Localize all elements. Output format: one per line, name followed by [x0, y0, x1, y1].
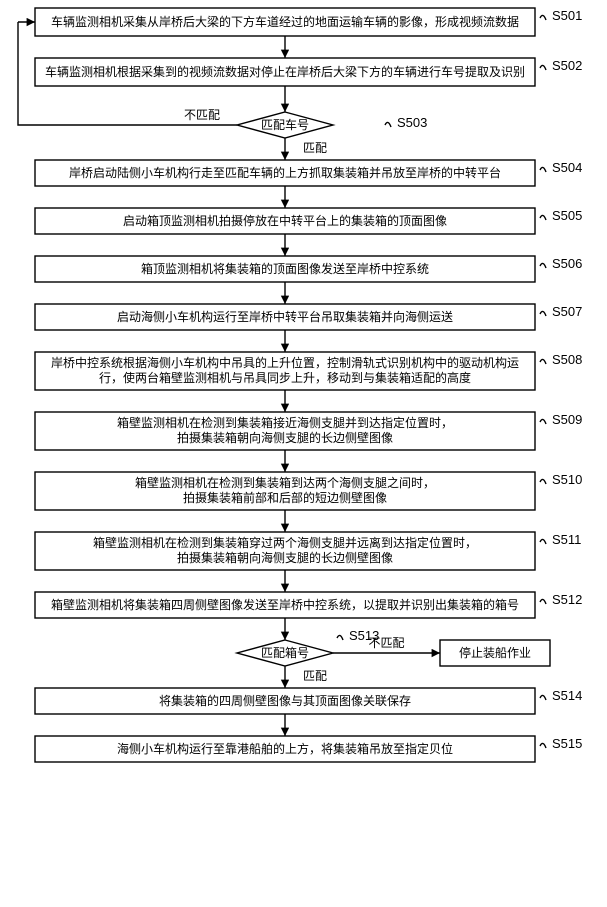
- tag-tick: [540, 359, 546, 364]
- svg-text:海侧小车机构运行至靠港船舶的上方，将集装箱吊放至指定贝位: 海侧小车机构运行至靠港船舶的上方，将集装箱吊放至指定贝位: [117, 741, 453, 756]
- svg-text:拍摄集装箱朝向海侧支腿的长边侧壁图像: 拍摄集装箱朝向海侧支腿的长边侧壁图像: [177, 550, 393, 565]
- tag-tick: [337, 635, 343, 640]
- tag-tick: [540, 419, 546, 424]
- svg-text:匹配: 匹配: [303, 141, 327, 155]
- svg-text:S502: S502: [552, 58, 582, 73]
- tag-tick: [540, 263, 546, 268]
- svg-text:箱壁监测相机在检测到集装箱穿过两个海侧支腿并远离到达指定位置: 箱壁监测相机在检测到集装箱穿过两个海侧支腿并远离到达指定位置时，: [93, 535, 477, 550]
- svg-text:S503: S503: [397, 115, 427, 130]
- svg-text:不匹配: 不匹配: [184, 108, 220, 122]
- svg-text:箱壁监测相机将集装箱四周侧壁图像发送至岸桥中控系统，以提取并: 箱壁监测相机将集装箱四周侧壁图像发送至岸桥中控系统，以提取并识别出集装箱的箱号: [51, 597, 519, 612]
- svg-text:将集装箱的四周侧壁图像与其顶面图像关联保存: 将集装箱的四周侧壁图像与其顶面图像关联保存: [159, 693, 411, 708]
- svg-text:拍摄集装箱朝向海侧支腿的长边侧壁图像: 拍摄集装箱朝向海侧支腿的长边侧壁图像: [177, 430, 393, 445]
- tag-tick: [540, 479, 546, 484]
- tag-tick: [540, 311, 546, 316]
- svg-text:箱壁监测相机在检测到集装箱接近海侧支腿并到达指定位置时，: 箱壁监测相机在检测到集装箱接近海侧支腿并到达指定位置时，: [117, 415, 453, 430]
- svg-text:岸桥中控系统根据海侧小车机构中吊具的上升位置，控制滑轨式识别: 岸桥中控系统根据海侧小车机构中吊具的上升位置，控制滑轨式识别机构中的驱动机构运: [51, 355, 519, 370]
- svg-text:启动箱顶监测相机拍摄停放在中转平台上的集装箱的顶面图像: 启动箱顶监测相机拍摄停放在中转平台上的集装箱的顶面图像: [123, 213, 447, 228]
- svg-text:箱顶监测相机将集装箱的顶面图像发送至岸桥中控系统: 箱顶监测相机将集装箱的顶面图像发送至岸桥中控系统: [141, 261, 429, 276]
- svg-text:S515: S515: [552, 736, 582, 751]
- tag-tick: [540, 539, 546, 544]
- svg-text:不匹配: 不匹配: [368, 636, 404, 650]
- svg-text:S501: S501: [552, 8, 582, 23]
- svg-text:S512: S512: [552, 592, 582, 607]
- svg-text:S508: S508: [552, 352, 582, 367]
- svg-text:匹配箱号: 匹配箱号: [261, 645, 309, 660]
- tag-tick: [540, 215, 546, 220]
- svg-text:拍摄集装箱前部和后部的短边侧壁图像: 拍摄集装箱前部和后部的短边侧壁图像: [183, 490, 387, 505]
- tag-tick: [540, 695, 546, 700]
- svg-text:匹配: 匹配: [303, 669, 327, 683]
- svg-text:匹配车号: 匹配车号: [261, 117, 309, 132]
- svg-text:S510: S510: [552, 472, 582, 487]
- tag-tick: [385, 122, 391, 127]
- svg-text:S509: S509: [552, 412, 582, 427]
- svg-text:S505: S505: [552, 208, 582, 223]
- svg-text:车辆监测相机根据采集到的视频流数据对停止在岸桥后大梁下方的车: 车辆监测相机根据采集到的视频流数据对停止在岸桥后大梁下方的车辆进行车号提取及识别: [45, 64, 525, 79]
- svg-text:车辆监测相机采集从岸桥后大梁的下方车道经过的地面运输车辆的影: 车辆监测相机采集从岸桥后大梁的下方车道经过的地面运输车辆的影像，形成视频流数据: [51, 14, 519, 29]
- tag-tick: [540, 599, 546, 604]
- tag-tick: [540, 65, 546, 70]
- tag-tick: [540, 167, 546, 172]
- svg-text:S511: S511: [552, 532, 581, 547]
- svg-text:箱壁监测相机在检测到集装箱到达两个海侧支腿之间时，: 箱壁监测相机在检测到集装箱到达两个海侧支腿之间时，: [135, 475, 435, 490]
- tag-tick: [540, 743, 546, 748]
- svg-text:S506: S506: [552, 256, 582, 271]
- flowchart-svg: 车辆监测相机采集从岸桥后大梁的下方车道经过的地面运输车辆的影像，形成视频流数据 S…: [0, 0, 607, 907]
- tag-tick: [540, 15, 546, 20]
- svg-text:S514: S514: [552, 688, 582, 703]
- svg-text:岸桥启动陆侧小车机构行走至匹配车辆的上方抓取集装箱并吊放至岸: 岸桥启动陆侧小车机构行走至匹配车辆的上方抓取集装箱并吊放至岸桥的中转平台: [69, 165, 501, 180]
- svg-text:行，使两台箱壁监测相机与吊具同步上升，移动到与集装箱适配的高: 行，使两台箱壁监测相机与吊具同步上升，移动到与集装箱适配的高度: [99, 370, 471, 385]
- svg-text:停止装船作业: 停止装船作业: [459, 645, 531, 660]
- svg-text:S507: S507: [552, 304, 582, 319]
- svg-text:S504: S504: [552, 160, 582, 175]
- svg-text:启动海侧小车机构运行至岸桥中转平台吊取集装箱并向海侧运送: 启动海侧小车机构运行至岸桥中转平台吊取集装箱并向海侧运送: [117, 309, 453, 324]
